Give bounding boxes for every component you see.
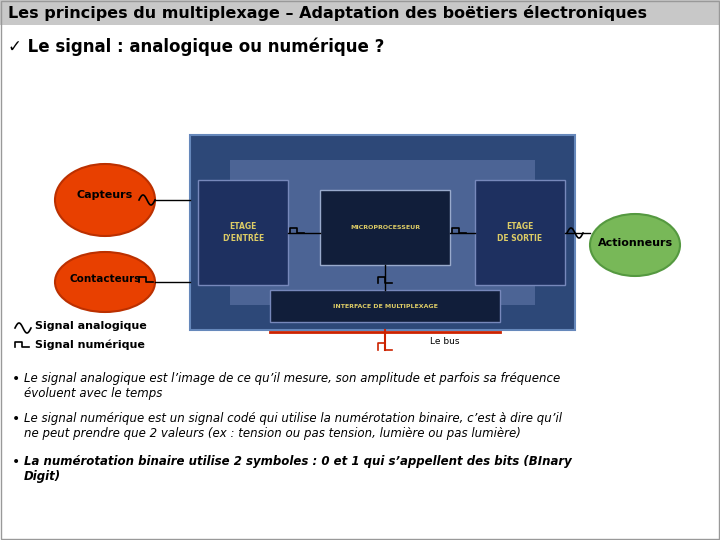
FancyBboxPatch shape (320, 190, 450, 265)
FancyBboxPatch shape (270, 290, 500, 322)
Text: Le bus: Le bus (431, 338, 460, 347)
Text: ETAGE
D'ENTRÉE: ETAGE D'ENTRÉE (222, 222, 264, 243)
Text: •: • (12, 455, 20, 469)
FancyBboxPatch shape (230, 160, 535, 305)
Text: MICROPROCESSEUR: MICROPROCESSEUR (350, 225, 420, 230)
Text: Signal analogique: Signal analogique (35, 321, 147, 331)
Text: Les principes du multiplexage – Adaptation des boëtiers électroniques: Les principes du multiplexage – Adaptati… (8, 5, 647, 21)
Text: Actionneurs: Actionneurs (598, 238, 672, 248)
FancyBboxPatch shape (190, 135, 575, 330)
Text: Le signal numérique est un signal codé qui utilise la numérotation binaire, c’es: Le signal numérique est un signal codé q… (24, 412, 562, 440)
Text: ✓ Le signal : analogique ou numérique ?: ✓ Le signal : analogique ou numérique ? (8, 38, 384, 56)
Text: ETAGE
DE SORTIE: ETAGE DE SORTIE (498, 222, 543, 243)
FancyBboxPatch shape (475, 180, 565, 285)
Text: •: • (12, 372, 20, 386)
Text: •: • (12, 412, 20, 426)
Ellipse shape (590, 214, 680, 276)
Text: Le signal analogique est l’image de ce qu’il mesure, son amplitude et parfois sa: Le signal analogique est l’image de ce q… (24, 372, 560, 400)
Ellipse shape (55, 252, 155, 312)
FancyBboxPatch shape (0, 0, 720, 25)
Text: La numérotation binaire utilise 2 symboles : 0 et 1 qui s’appellent des bits (BI: La numérotation binaire utilise 2 symbol… (24, 455, 572, 483)
Text: Capteurs: Capteurs (77, 190, 133, 200)
Text: INTERFACE DE MULTIPLEXAGE: INTERFACE DE MULTIPLEXAGE (333, 303, 438, 308)
FancyBboxPatch shape (198, 180, 288, 285)
Text: Signal numérique: Signal numérique (35, 340, 145, 350)
Ellipse shape (55, 164, 155, 236)
Text: Contacteurs: Contacteurs (69, 274, 140, 284)
